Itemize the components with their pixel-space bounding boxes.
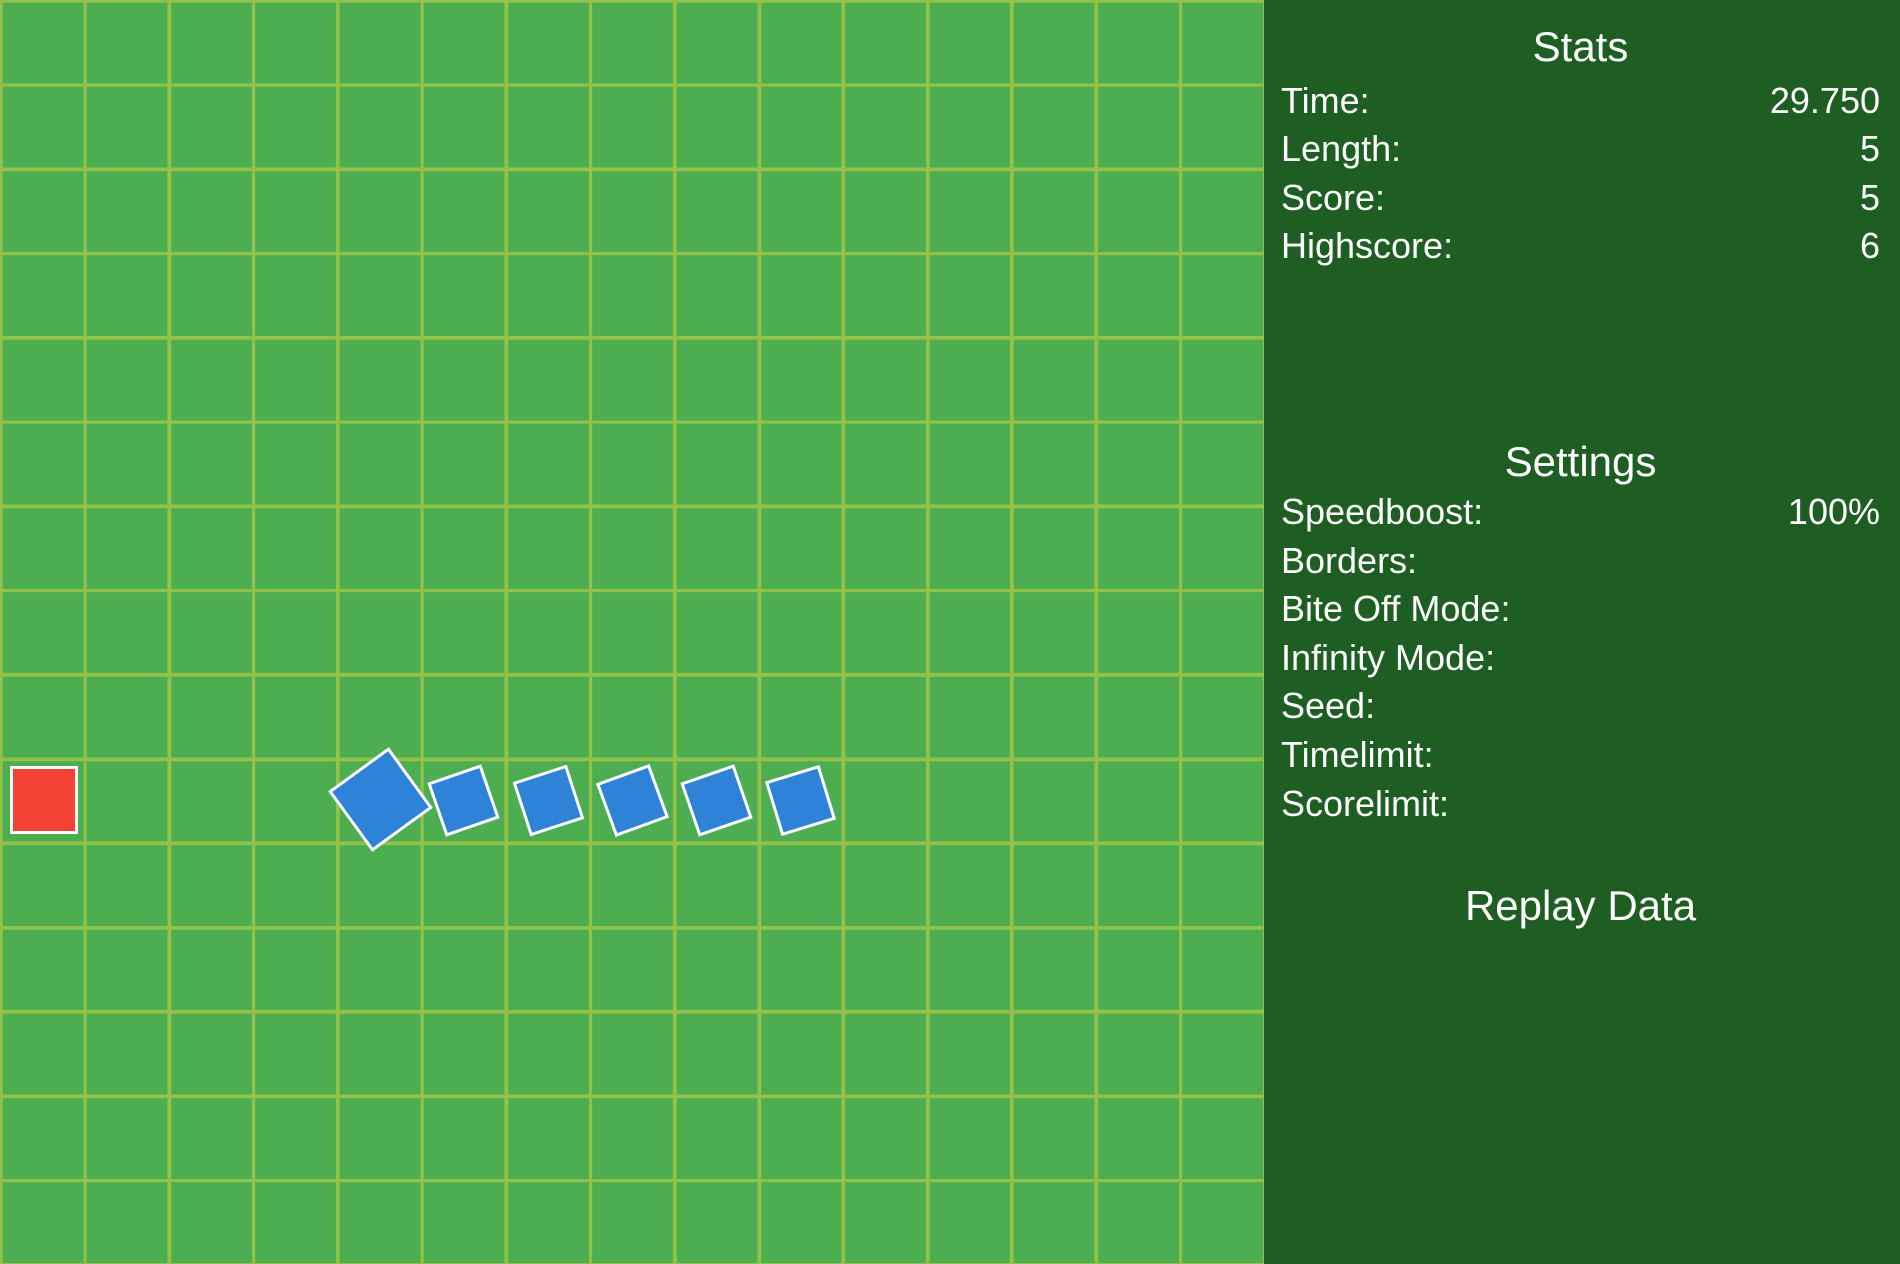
stat-row-highscore: Highscore: 6	[1281, 222, 1880, 270]
settings-section-title: Settings	[1504, 438, 1657, 485]
snake-head	[327, 746, 433, 852]
food-square	[10, 766, 78, 834]
stat-label-time: Time:	[1281, 80, 1370, 121]
setting-label-seed: Seed:	[1281, 685, 1376, 727]
setting-value-speedboost: 100%	[1787, 491, 1880, 532]
stat-value-length: 5	[1859, 128, 1880, 170]
snake-body-segment	[512, 764, 584, 836]
setting-row-timelimit: Timelimit:	[1281, 731, 1880, 780]
sidebar: Stats Time: 29.750 Length: 5 Score: 5 Hi…	[1264, 0, 1900, 1264]
settings-rows: Speedboost: 100% Borders: Bite Off Mode:…	[1281, 488, 1880, 828]
snake-body-segment	[595, 763, 669, 837]
setting-label-borders: Borders:	[1281, 539, 1418, 581]
stats-rows: Time: 29.750 Length: 5 Score: 5 Highscor…	[1281, 77, 1880, 270]
snake-body-segment	[679, 763, 753, 837]
stat-value-score: 5	[1859, 176, 1880, 218]
setting-label-bite-off-mode: Bite Off Mode:	[1281, 588, 1511, 630]
setting-row-speedboost: Speedboost: 100%	[1281, 488, 1880, 537]
stat-label-highscore: Highscore:	[1281, 224, 1454, 266]
snake-body-segment	[764, 764, 836, 836]
setting-row-seed: Seed:	[1281, 682, 1880, 731]
setting-label-scorelimit: Scorelimit:	[1281, 782, 1450, 824]
setting-label-speedboost: Speedboost:	[1281, 491, 1484, 532]
game-field[interactable]	[0, 0, 1264, 1264]
stats-section-title: Stats	[1532, 23, 1629, 70]
stat-row-score: Score: 5	[1281, 174, 1880, 222]
setting-row-infinity-mode: Infinity Mode:	[1281, 634, 1880, 683]
replay-data-section-title: Replay Data	[1464, 882, 1697, 929]
stat-label-length: Length:	[1281, 128, 1402, 170]
setting-row-bite-off-mode: Bite Off Mode:	[1281, 585, 1880, 634]
setting-row-scorelimit: Scorelimit:	[1281, 780, 1880, 829]
stat-row-length: Length: 5	[1281, 125, 1880, 173]
stat-label-score: Score:	[1281, 176, 1386, 218]
snake-body-segment	[426, 763, 500, 837]
setting-row-borders: Borders:	[1281, 537, 1880, 586]
setting-label-infinity-mode: Infinity Mode:	[1281, 636, 1496, 678]
stat-value-time: 29.750	[1769, 80, 1880, 121]
setting-label-timelimit: Timelimit:	[1281, 733, 1434, 775]
stat-row-time: Time: 29.750	[1281, 77, 1880, 125]
stat-value-highscore: 6	[1859, 224, 1880, 266]
